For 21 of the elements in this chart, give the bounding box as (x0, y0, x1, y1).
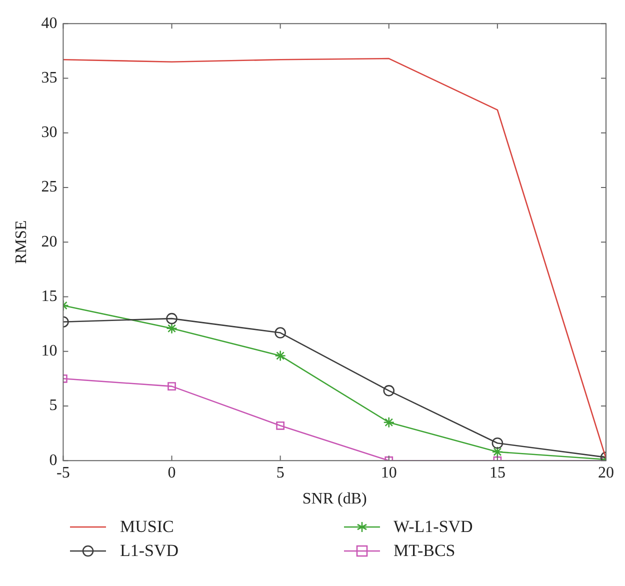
y-tick-label: 30 (41, 124, 58, 142)
x-tick-label: 20 (598, 464, 614, 482)
x-axis-title: SNR (dB) (302, 490, 367, 508)
x-tick-label: 15 (489, 464, 506, 482)
y-tick-label: 35 (41, 69, 58, 86)
legend-label: MUSIC (120, 517, 174, 537)
legend-label: MT-BCS (394, 541, 456, 561)
y-tick-label: 0 (49, 452, 58, 469)
legend-label: L1-SVD (120, 541, 179, 561)
y-tick-label: 5 (49, 397, 58, 414)
y-tick-label: 15 (41, 288, 58, 305)
legend-label: W-L1-SVD (394, 517, 473, 537)
y-axis-title: RMSE (12, 220, 30, 264)
y-tick-label: 25 (41, 178, 58, 196)
x-tick-label: 10 (380, 464, 397, 482)
x-tick-label: 0 (168, 464, 176, 482)
y-tick-label: 10 (41, 342, 58, 360)
y-tick-label: 20 (41, 233, 58, 250)
x-tick-label: 5 (276, 464, 284, 482)
x-tick-label: -5 (56, 464, 70, 482)
y-tick-label: 40 (41, 14, 58, 32)
